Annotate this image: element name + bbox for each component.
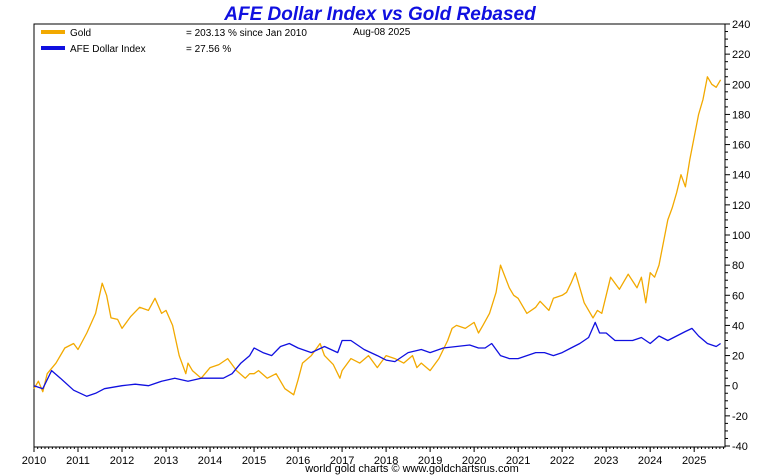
- x-tick-label: 2023: [594, 455, 618, 467]
- x-tick-label: 2012: [110, 455, 134, 467]
- x-tick-label: 2013: [154, 455, 178, 467]
- x-tick-label: 2021: [506, 455, 530, 467]
- y-tick-label: 220: [732, 49, 750, 61]
- y-tick-label: 120: [732, 200, 750, 212]
- y-tick-label: 80: [732, 260, 744, 272]
- y-tick-label: 40: [732, 320, 744, 332]
- legend: Gold = 203.13 % since Jan 2010 AFE Dolla…: [41, 27, 411, 55]
- y-tick-label: 140: [732, 170, 750, 182]
- y-tick-label: 20: [732, 351, 744, 363]
- x-tick-label: 2010: [22, 455, 46, 467]
- legend-label-gold: Gold: [70, 28, 91, 39]
- x-tick-label: 2011: [66, 455, 90, 467]
- date-label: Aug-08 2025: [353, 27, 411, 38]
- y-tick-label: -20: [732, 411, 748, 423]
- legend-value-gold: = 203.13 % since Jan 2010: [186, 28, 307, 39]
- y-tick-label: 180: [732, 109, 750, 121]
- y-tick-label: 0: [732, 381, 738, 393]
- x-tick-label: 2019: [418, 455, 442, 467]
- y-tick-label: 60: [732, 290, 744, 302]
- y-tick-label: 160: [732, 140, 750, 152]
- x-tick-label: 2015: [242, 455, 266, 467]
- x-tick-label: 2022: [550, 455, 574, 467]
- footer-credit: world gold charts © www.goldchartsrus.co…: [304, 463, 519, 475]
- x-axis: 2010 2011 2012 2013 2014 2015 2016 2017 2018 2019…: [22, 447, 725, 467]
- x-tick-label: 2025: [682, 455, 706, 467]
- gold-series-line: [33, 76, 722, 396]
- x-tick-label: 2014: [198, 455, 222, 467]
- x-tick-label: 2024: [638, 455, 662, 467]
- y-tick-label: 100: [732, 230, 750, 242]
- x-tick-label: 2018: [374, 455, 398, 467]
- chart-title: AFE Dollar Index vs Gold Rebased: [223, 4, 536, 25]
- x-tick-label: 2017: [330, 455, 354, 467]
- y-tick-label: 240: [732, 19, 750, 31]
- legend-value-dollar: = 27.56 %: [186, 44, 231, 55]
- legend-label-dollar: AFE Dollar Index: [70, 44, 146, 55]
- series-lines: [33, 76, 722, 397]
- plot-frame: [33, 23, 726, 448]
- y-tick-label: -40: [732, 441, 748, 453]
- dollar-index-series-line: [33, 321, 721, 397]
- x-tick-label: 2020: [462, 455, 486, 467]
- x-tick-label: 2016: [286, 455, 310, 467]
- y-tick-label: 200: [732, 79, 750, 91]
